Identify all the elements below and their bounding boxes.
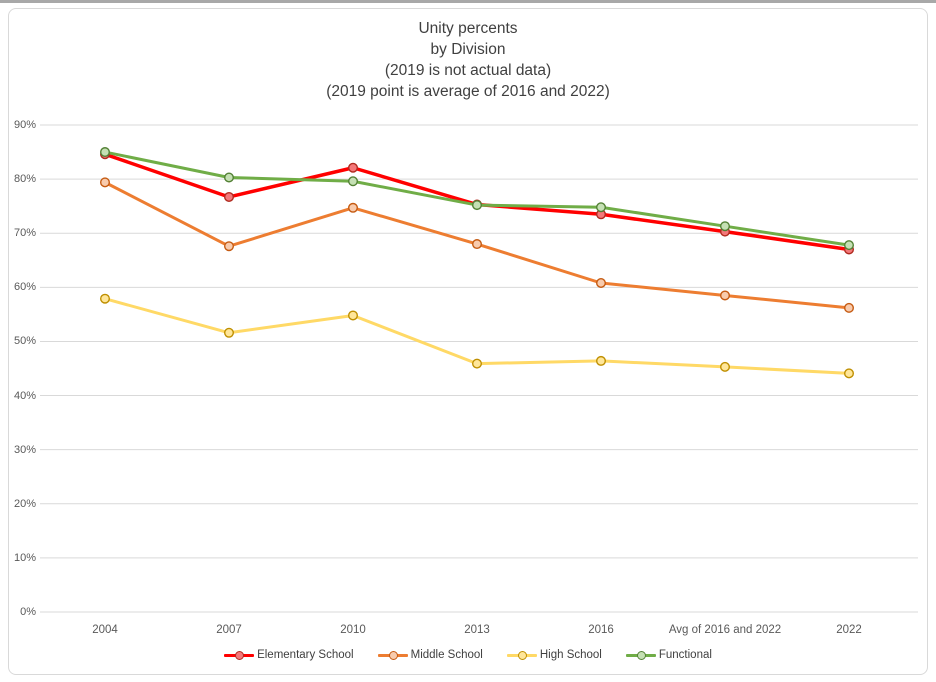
x-axis-tick-label: Avg of 2016 and 2022 [668, 624, 782, 636]
legend-swatch-high-school [506, 651, 537, 660]
legend-swatch-elementary-school [224, 651, 255, 660]
legend-marker-icon [517, 651, 527, 660]
y-axis-tick-label: 50% [13, 335, 36, 348]
x-axis-tick-label: 2022 [836, 624, 862, 636]
legend-item-middle-school: Middle School [377, 649, 483, 662]
chart-title-line-1: Unity percents [418, 20, 518, 37]
y-axis-tick-label: 40% [13, 389, 36, 402]
y-axis-tick-label: 90% [13, 119, 36, 131]
legend-swatch-functional [625, 651, 656, 660]
y-axis-tick-label: 10% [13, 551, 36, 564]
x-axis-tick-label: 2016 [588, 624, 614, 636]
y-axis-tick-label: 20% [13, 497, 36, 510]
y-axis-tick-label: 30% [13, 443, 36, 456]
legend-item-high-school: High School [506, 649, 602, 662]
x-axis-tick-label: 2013 [464, 624, 490, 636]
y-axis-tick-label: 0% [20, 606, 36, 618]
legend-swatch-middle-school [377, 651, 408, 660]
x-axis-tick-label: 2004 [92, 624, 118, 636]
legend-label: Functional [658, 649, 712, 661]
legend-item-functional: Functional [625, 649, 712, 662]
legend-label: Elementary School [257, 649, 354, 661]
chart-legend: Elementary School Middle School High Sch… [0, 649, 936, 662]
legend-label: High School [539, 649, 602, 661]
legend-label: Middle School [410, 649, 483, 661]
y-axis-tick-label: 70% [13, 227, 36, 240]
chart-title-line-2: by Division [430, 41, 506, 58]
legend-marker-icon [235, 651, 245, 660]
chart-title-line-3: (2019 is not actual data) [384, 62, 552, 79]
y-axis-tick-label: 80% [13, 173, 36, 186]
chart-title-line-4: (2019 point is average of 2016 and 2022) [326, 83, 610, 100]
x-axis-tick-label: 2007 [216, 624, 242, 636]
screen-top-edge [0, 0, 936, 3]
y-axis-tick-label: 60% [13, 281, 36, 294]
legend-marker-icon [636, 651, 646, 660]
chart-title: Unity percents by Division (2019 is not … [0, 18, 936, 102]
legend-marker-icon [388, 651, 398, 660]
legend-item-elementary-school: Elementary School [224, 649, 354, 662]
x-axis-tick-label: 2010 [340, 624, 366, 636]
